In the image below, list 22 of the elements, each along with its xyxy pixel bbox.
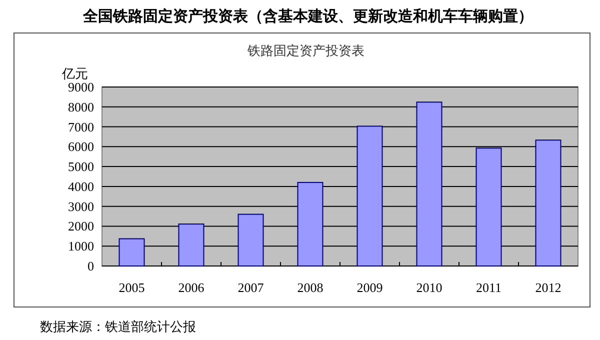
x-tick-label: 2011	[476, 280, 502, 295]
y-tick-label: 2000	[68, 218, 94, 234]
x-tick-label: 2008	[297, 280, 324, 295]
y-tick-label: 6000	[68, 139, 94, 154]
y-axis-title: 亿元	[61, 66, 88, 81]
x-tick-label: 2007	[238, 280, 264, 295]
y-tick-label: 9000	[68, 80, 94, 94]
x-tick-label: 2006	[178, 280, 205, 295]
y-tick-label: 4000	[68, 178, 94, 194]
y-tick-label: 5000	[68, 159, 94, 174]
chart-subtitle: 铁路固定资产投资表	[246, 43, 364, 58]
y-tick-label: 7000	[68, 119, 94, 134]
chart-title: 全国铁路固定资产投资表（含基本建设、更新改造和机车车辆购置）	[82, 7, 533, 25]
y-tick-label: 1000	[68, 238, 94, 254]
x-tick-label: 2010	[416, 280, 442, 295]
source-note: 数据来源：铁道部统计公报	[40, 319, 196, 334]
y-tick-label: 0	[88, 258, 94, 274]
y-tick-label: 8000	[68, 99, 94, 114]
x-tick-label: 2009	[356, 280, 383, 295]
y-tick-label: 3000	[68, 198, 94, 214]
x-tick-label: 2005	[118, 280, 145, 295]
x-tick-label: 2012	[535, 280, 562, 295]
